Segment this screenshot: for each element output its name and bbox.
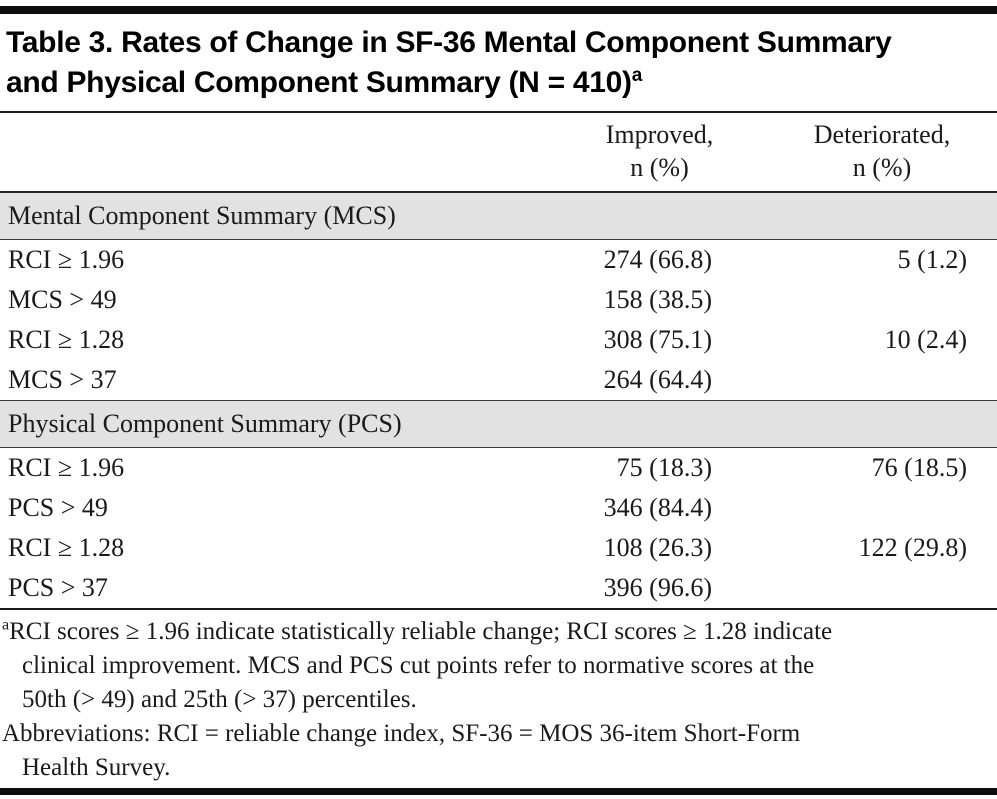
table-row: RCI ≥ 1.96 75 (18.3) 76 (18.5) [0, 448, 997, 489]
footnotes: aRCI scores ≥ 1.96 indicate statisticall… [2, 615, 857, 785]
deteriorated-value [747, 568, 997, 608]
table-row: RCI ≥ 1.96 274 (66.8) 5 (1.2) [0, 240, 997, 281]
bottom-rule [0, 788, 997, 795]
row-label: PCS > 37 [8, 573, 108, 602]
table-row: PCS > 37 396 (96.6) [0, 568, 997, 608]
improved-value: 264 (64.4) [603, 365, 712, 394]
footnote-a-text: RCI scores ≥ 1.96 indicate statistically… [9, 618, 833, 713]
row-label: PCS > 49 [8, 493, 108, 522]
deteriorated-value: 10 (2.4) [884, 325, 967, 354]
table-row: RCI ≥ 1.28 308 (75.1) 10 (2.4) [0, 320, 997, 360]
column-header-row: Improved, n (%) Deteriorated, n (%) [0, 113, 997, 193]
footnote-rule [0, 608, 997, 610]
table-row: RCI ≥ 1.28 108 (26.3) 122 (29.8) [0, 528, 997, 568]
row-label: MCS > 37 [8, 365, 117, 394]
deteriorated-value [747, 280, 997, 320]
improved-value: 158 (38.5) [603, 285, 712, 314]
section-row-mcs: Mental Component Summary (MCS) [0, 191, 997, 240]
footnote-marker: a [2, 616, 10, 634]
title-rule [0, 111, 997, 113]
row-label: RCI ≥ 1.28 [8, 325, 125, 354]
improved-value: 108 (26.3) [603, 533, 712, 562]
section-header-mcs: Mental Component Summary (MCS) [0, 191, 997, 240]
column-header-stub [0, 113, 512, 193]
improved-value: 75 (18.3) [616, 453, 712, 482]
table-title-superscript: a [631, 65, 643, 86]
deteriorated-value [747, 488, 997, 528]
table-title: Table 3. Rates of Change in SF-36 Mental… [6, 23, 911, 103]
column-header-improved: Improved, n (%) [512, 113, 747, 193]
improved-value: 346 (84.4) [603, 493, 712, 522]
footnote-a: aRCI scores ≥ 1.96 indicate statisticall… [2, 615, 857, 717]
footnote-abbreviations-text: Abbreviations: RCI = reliable change ind… [2, 720, 801, 781]
row-label: RCI ≥ 1.96 [8, 245, 125, 274]
deteriorated-value [747, 360, 997, 401]
row-label: RCI ≥ 1.28 [8, 533, 125, 562]
row-label: MCS > 49 [8, 285, 117, 314]
table-row: MCS > 37 264 (64.4) [0, 360, 997, 401]
deteriorated-value: 122 (29.8) [858, 533, 967, 562]
footnote-abbreviations: Abbreviations: RCI = reliable change ind… [2, 717, 857, 785]
row-label: RCI ≥ 1.96 [8, 453, 125, 482]
section-row-pcs: Physical Component Summary (PCS) [0, 400, 997, 448]
deteriorated-value: 5 (1.2) [897, 245, 967, 274]
table-title-text: Table 3. Rates of Change in SF-36 Mental… [6, 26, 892, 99]
table-row: MCS > 49 158 (38.5) [0, 280, 997, 320]
section-header-pcs: Physical Component Summary (PCS) [0, 400, 997, 448]
column-header-deteriorated: Deteriorated, n (%) [747, 113, 997, 193]
top-rule [0, 6, 997, 14]
deteriorated-value: 76 (18.5) [871, 453, 967, 482]
improved-value: 274 (66.8) [603, 245, 712, 274]
table-row: PCS > 49 346 (84.4) [0, 488, 997, 528]
improved-value: 396 (96.6) [603, 573, 712, 602]
improved-value: 308 (75.1) [603, 325, 712, 354]
rates-of-change-table: Improved, n (%) Deteriorated, n (%) Ment… [0, 113, 997, 608]
